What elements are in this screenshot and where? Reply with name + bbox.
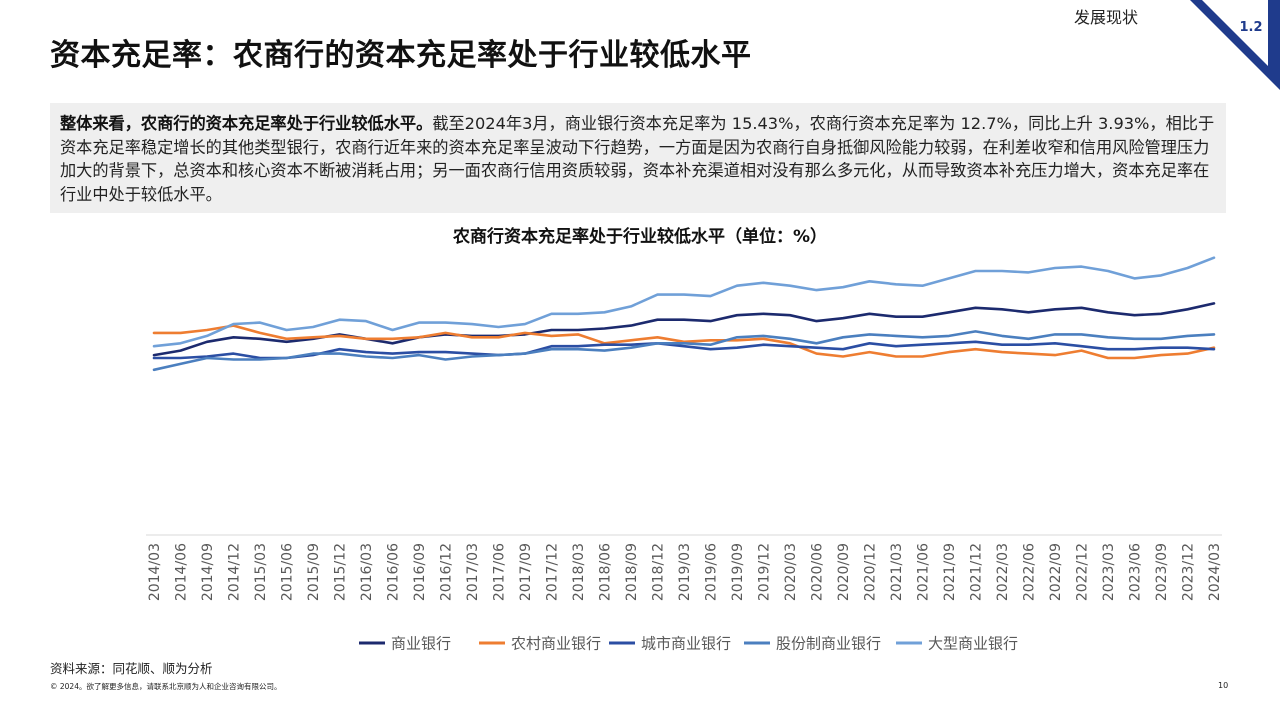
summary-box: 整体来看，农商行的资本充足率处于行业较低水平。截至2024年3月，商业银行资本充… xyxy=(50,103,1226,213)
x-tick-label: 2024/03 xyxy=(1207,543,1223,601)
x-tick-label: 2021/12 xyxy=(969,543,985,601)
x-tick-label: 2014/03 xyxy=(147,543,163,601)
page-title: 资本充足率：农商行的资本充足率处于行业较低水平 xyxy=(50,38,752,73)
x-tick-label: 2016/06 xyxy=(386,543,402,601)
x-tick-label: 2019/12 xyxy=(757,543,773,601)
x-tick-label: 2017/06 xyxy=(492,543,508,601)
x-tick-label: 2022/06 xyxy=(1022,543,1038,601)
x-tick-label: 2020/06 xyxy=(810,543,826,601)
section-number: 1.2 xyxy=(1239,20,1263,35)
section-corner-tab xyxy=(1190,0,1280,90)
x-tick-label: 2022/03 xyxy=(995,543,1011,601)
series-line-3 xyxy=(152,340,1216,360)
x-tick-label: 2023/06 xyxy=(1128,543,1144,601)
legend-label: 农村商业银行 xyxy=(511,635,601,653)
legend-label: 商业银行 xyxy=(391,635,451,653)
x-tick-label: 2023/03 xyxy=(1101,543,1117,601)
line-chart: 2014/03 2014/06 2014/09 2014/12 2015/03 2015/… xyxy=(146,256,1223,653)
x-tick-label: 2019/09 xyxy=(730,543,746,601)
x-tick-label: 2018/09 xyxy=(624,543,640,601)
legend-label: 股份制商业银行 xyxy=(776,635,881,653)
x-tick-label: 2014/09 xyxy=(200,543,216,601)
x-tick-label: 2020/12 xyxy=(863,543,879,601)
summary-lead: 整体来看，农商行的资本充足率处于行业较低水平。 xyxy=(60,114,433,133)
series-line-2 xyxy=(152,324,1216,360)
x-tick-label: 2023/12 xyxy=(1181,543,1197,601)
x-tick-label: 2016/03 xyxy=(359,543,375,601)
x-tick-label: 2014/06 xyxy=(174,543,190,601)
legend-label: 城市商业银行 xyxy=(641,635,731,653)
series-line-4 xyxy=(152,330,1216,372)
x-tick-label: 2023/09 xyxy=(1154,543,1170,601)
x-tick-label: 2017/09 xyxy=(518,543,534,601)
x-tick-label: 2015/12 xyxy=(333,543,349,601)
x-tick-label: 2018/12 xyxy=(651,543,667,601)
source-note: 资料来源：同花顺、顺为分析 xyxy=(50,661,213,676)
x-tick-label: 2021/06 xyxy=(916,543,932,601)
x-tick-label: 2018/06 xyxy=(598,543,614,601)
x-tick-label: 2020/03 xyxy=(783,543,799,601)
x-tick-label: 2015/06 xyxy=(280,543,296,601)
x-tick-label: 2017/03 xyxy=(465,543,481,601)
x-tick-label: 2014/12 xyxy=(227,543,243,601)
x-tick-label: 2019/06 xyxy=(704,543,720,601)
x-tick-label: 2021/03 xyxy=(889,543,905,601)
summary-body: 截至2024年3月，商业银行资本充足率为 15.43%，农商行资本充足率为 12… xyxy=(60,114,1215,204)
x-tick-label: 2022/09 xyxy=(1048,543,1064,601)
copyright-note: © 2024。欲了解更多信息，请联系北京顺为人和企业咨询有限公司。 xyxy=(50,682,282,691)
x-tick-label: 2017/12 xyxy=(545,543,561,601)
x-tick-label: 2016/12 xyxy=(439,543,455,601)
x-tick-label: 2018/03 xyxy=(571,543,587,601)
x-tick-label: 2021/09 xyxy=(942,543,958,601)
x-tick-label: 2015/09 xyxy=(306,543,322,601)
page-number: 10 xyxy=(1218,681,1229,690)
chart-title: 农商行资本充足率处于行业较低水平（单位：%） xyxy=(452,227,828,247)
series-line-5 xyxy=(152,256,1216,348)
x-tick-label: 2019/03 xyxy=(677,543,693,601)
x-tick-label: 2020/09 xyxy=(836,543,852,601)
section-label: 发展现状 xyxy=(1074,8,1139,27)
x-tick-label: 2016/09 xyxy=(412,543,428,601)
x-tick-label: 2022/12 xyxy=(1075,543,1091,601)
legend-label: 大型商业银行 xyxy=(928,635,1018,653)
x-tick-label: 2015/03 xyxy=(253,543,269,601)
